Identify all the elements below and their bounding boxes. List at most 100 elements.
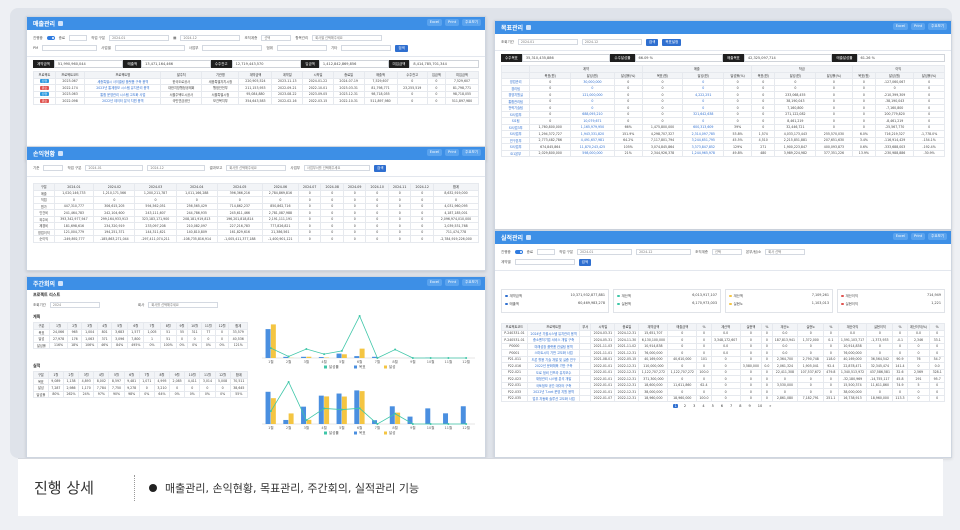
view-button[interactable]: 주요보기 — [462, 149, 481, 156]
page-link[interactable]: » — [769, 404, 772, 408]
table-row: 전략기술팀 0 0 0 0 0 0 0 7,160,800 0 0 -7,160,800 0 — [500, 104, 945, 112]
view-button[interactable]: 주요보기 — [462, 279, 481, 286]
view-button[interactable]: 주요보기 — [928, 23, 947, 30]
table-row[interactable]: 진행 2023-063 통합 운영관리 시스템 고도화 사업 서울주택도시공사 서울특별… — [33, 90, 480, 98]
page-link[interactable]: 8 — [739, 404, 742, 408]
range-input[interactable] — [276, 45, 327, 51]
page-link[interactable]: 6 — [720, 404, 724, 408]
dept-select[interactable]: 사업부서를 선택해주세요 — [304, 165, 371, 171]
table-cell[interactable]: 세종특별시 사이클링 플랫폼 구축 용역 — [84, 77, 162, 85]
table-cell[interactable]: 2022년 데이터 분석 지원 용역 — [84, 97, 162, 105]
table-cell[interactable]: 0 — [682, 97, 725, 105]
table-cell[interactable]: 업무 자동화 솔루션 고도화 사업 — [526, 394, 581, 402]
print-button[interactable]: Print — [445, 279, 460, 286]
org-select[interactable]: 선택 — [261, 35, 292, 41]
company-select[interactable]: 회사를 선택해주세요 — [148, 302, 219, 308]
table-cell[interactable]: 2022년 T-net 운영 지원 용역 — [526, 388, 581, 396]
year-input[interactable]: 2024 — [49, 302, 100, 308]
table-cell[interactable]: SI1팀 — [500, 117, 531, 125]
table-cell[interactable]: 2023년 통계정보 시스템 유지관리 용역 — [84, 84, 162, 92]
target-setting-button[interactable]: 목표설정 — [662, 38, 682, 46]
type-select[interactable] — [69, 35, 88, 41]
table-cell[interactable]: 321,642,638 — [682, 110, 725, 118]
table-cell: 0 — [410, 235, 434, 243]
end-date-input[interactable]: 2024-12 — [180, 35, 241, 41]
table-cell[interactable]: 0 — [682, 84, 725, 92]
table-cell[interactable]: 0 — [682, 78, 725, 86]
end-date-input[interactable]: 2024-12 — [581, 39, 642, 45]
start-date-input[interactable]: 2024-01 — [577, 249, 633, 255]
end-date-input[interactable]: 2024-12 — [636, 249, 692, 255]
table-row[interactable]: 진행 2023-067 세종특별시 사이클링 플랫폼 구축 용역 한국도로공사 세종특별… — [33, 77, 480, 85]
start-date-input[interactable]: 2024-01 — [85, 165, 144, 171]
table-cell[interactable]: 통합관리팀 — [500, 97, 531, 105]
end-date-input[interactable]: 2024-12 — [147, 165, 206, 171]
table-cell[interactable]: 드론 활용 기술 개발 및 실증 연구 — [526, 355, 581, 363]
print-button[interactable]: Print — [445, 149, 460, 156]
table-cell[interactable]: 중소벤처기업 서비스 개발 구축 — [526, 336, 581, 344]
table-cell[interactable]: 영업관리 — [500, 78, 531, 86]
table-cell[interactable]: SI사업부 — [500, 110, 531, 118]
table-cell[interactable]: 미래성장 플랫폼 컨설팅 용역 — [526, 342, 581, 350]
search-button[interactable]: 검색 — [578, 258, 592, 266]
table-row[interactable]: 완료 2022-174 2023년 통계정보 시스템 유지관리 용역 대한지방행정공제… — [33, 84, 480, 92]
search-button[interactable]: 검색 — [374, 164, 387, 172]
contract-input[interactable] — [514, 259, 575, 265]
table-cell[interactable]: 경리팀 — [500, 84, 531, 92]
excel-button[interactable]: Excel — [892, 23, 909, 30]
excel-button[interactable]: Excel — [892, 233, 909, 240]
page-link[interactable]: 7 — [730, 404, 733, 408]
table-cell[interactable]: 4,222,251 — [682, 91, 725, 99]
rate-line — [270, 381, 467, 425]
excel-button[interactable]: Excel — [426, 279, 443, 286]
pm-input[interactable] — [42, 45, 98, 51]
search-button[interactable]: 검색 — [395, 44, 408, 52]
page-link[interactable]: 9 — [748, 404, 751, 408]
table-cell[interactable]: 통합 운영관리 시스템 고도화 사업 — [84, 90, 162, 98]
table-cell[interactable]: 598,000,000 — [570, 149, 615, 157]
excel-button[interactable]: Excel — [426, 19, 443, 26]
basis-select[interactable] — [43, 165, 64, 171]
search-button[interactable]: 검색 — [645, 38, 659, 46]
table-row: P21-011 드론 활용 기술 개발 및 실증 연구 2021-08-01 2022… — [501, 355, 945, 363]
company-select[interactable]: 회사 선택 — [765, 249, 806, 255]
company-select[interactable]: 회사별 선택해주세요 — [312, 35, 383, 41]
view-button[interactable]: 주요보기 — [462, 19, 481, 26]
table-row[interactable]: 완료 2022-098 2022년 데이터 분석 지원 용역 국민연금공단 보건복지부 3… — [33, 97, 480, 105]
print-button[interactable]: Print — [911, 23, 926, 30]
table-cell[interactable]: 2024년 가을시스템 유지관리 용역 — [526, 329, 581, 337]
table-cell[interactable]: 스마트시티 기반 고도화 사업 — [526, 349, 581, 357]
excel-button[interactable]: Excel — [426, 149, 443, 156]
table-cell: 495% — [127, 341, 145, 349]
print-button[interactable]: Print — [445, 19, 460, 26]
page-link[interactable]: 4 — [702, 404, 705, 408]
start-date-input[interactable]: 2024-01 — [109, 35, 170, 41]
page-link[interactable]: 3 — [693, 404, 696, 408]
table-cell[interactable]: 2022년 문화체육 기반 구축 — [526, 362, 581, 370]
page-link[interactable]: 10 — [757, 404, 763, 408]
view-button[interactable]: 주요보기 — [928, 233, 947, 240]
dept-input[interactable] — [202, 45, 263, 51]
page-link[interactable]: 5 — [711, 404, 714, 408]
business-input[interactable] — [114, 45, 185, 51]
start-date-input[interactable]: 2024-01 — [517, 39, 578, 45]
type-select[interactable] — [537, 249, 556, 255]
org-select[interactable]: 선택 — [712, 249, 743, 255]
table-cell: -8,461,219 — [875, 117, 915, 125]
bar-달성 — [306, 356, 312, 358]
table-cell[interactable]: 0 — [682, 117, 725, 125]
table-cell[interactable]: SI1본부 — [500, 149, 531, 157]
table-cell: 0 — [396, 90, 428, 98]
page-link[interactable]: 1 — [673, 404, 679, 408]
toggle-switch[interactable] — [46, 36, 55, 40]
page-link[interactable]: 2 — [683, 404, 687, 408]
calendar-icon[interactable]: ▦ — [173, 36, 177, 40]
print-button[interactable]: Print — [911, 233, 926, 240]
toggle-switch[interactable] — [514, 250, 523, 254]
table-cell[interactable]: 경영지원실 — [500, 91, 531, 99]
table-cell[interactable]: 전략기술팀 — [500, 104, 531, 112]
etc-input[interactable] — [341, 45, 392, 51]
table-cell[interactable]: 1,244,965,978 — [682, 149, 725, 157]
table-cell[interactable]: 0 — [682, 104, 725, 112]
company-select[interactable]: 회사를 선택해주세요 — [226, 165, 287, 171]
